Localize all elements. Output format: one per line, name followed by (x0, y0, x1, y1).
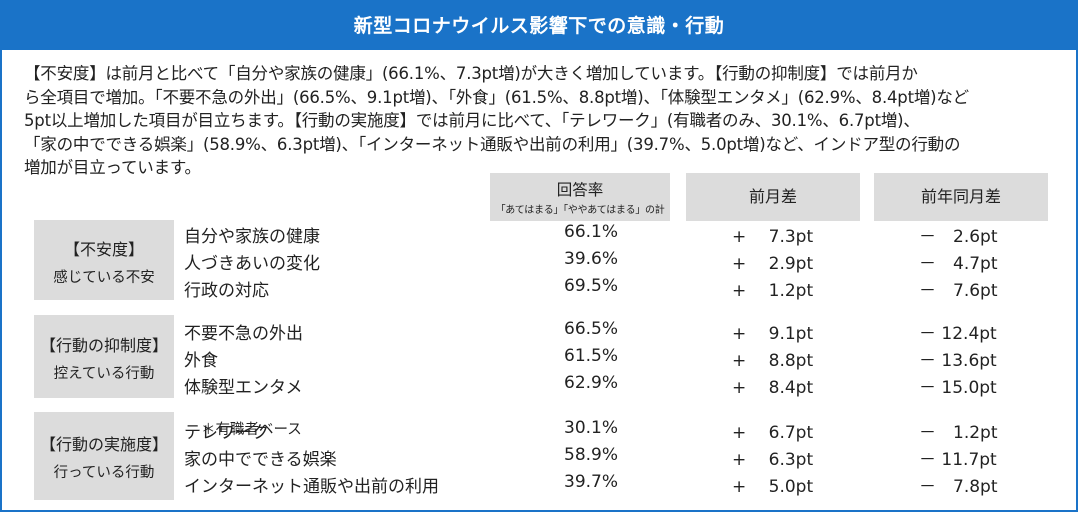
row-item: 体験型エンタメ (184, 378, 303, 398)
row-mom: + 9.1pt (732, 324, 814, 344)
group-title: 【行動の抑制度】 (39, 336, 168, 355)
table-row: 家の中でできる娯楽 58.9% + 6.3pt － 11.7pt (184, 445, 1064, 472)
table-row: 外食 61.5% + 8.8pt － 13.6pt (184, 346, 1064, 373)
row-yoy: － 1.2pt (919, 423, 998, 443)
row-mom: + 1.2pt (732, 281, 814, 301)
summary-line: 【不安度】は前月と比べて「自分や家族の健康」(66.1%、7.3pt増)が大きく… (24, 64, 918, 83)
summary-line: 増加が目立っています。 (24, 158, 201, 177)
row-rate: 39.7% (564, 472, 619, 492)
summary-text: 【不安度】は前月と比べて「自分や家族の健康」(66.1%、7.3pt増)が大きく… (24, 62, 1064, 180)
row-rate: 58.9% (564, 445, 619, 465)
row-item: 家の中でできる娯楽 (184, 450, 337, 470)
table-row: 不要不急の外出 66.5% + 9.1pt － 12.4pt (184, 319, 1064, 346)
column-header-mom: 前月差 (686, 173, 860, 221)
group-subtitle: 感じている不安 (53, 270, 155, 286)
group-subtitle: 行っている行動 (53, 465, 155, 481)
row-item: 自分や家族の健康 (184, 227, 320, 247)
row-mom: + 8.4pt (732, 378, 814, 398)
row-item: インターネット通販や出前の利用 (184, 477, 439, 497)
row-yoy: － 15.0pt (919, 378, 997, 398)
row-mom: + 6.3pt (732, 450, 814, 470)
table-row: 行政の対応 69.5% + 1.2pt － 7.6pt (184, 276, 1064, 303)
table-row: 人づきあいの変化 39.6% + 2.9pt － 4.7pt (184, 249, 1064, 276)
group-label-action: 【行動の実施度】 行っている行動 (34, 412, 174, 500)
row-yoy: － 7.8pt (919, 477, 998, 497)
panel-title: 新型コロナウイルス影響下での意識・行動 (2, 2, 1076, 50)
row-mom: + 5.0pt (732, 477, 814, 497)
row-rate: 62.9% (564, 373, 619, 393)
group-title: 【不安度】 (63, 240, 144, 259)
row-item-label: テレワーク (184, 423, 269, 443)
table-row: テレワーク ＊有職者ベース 30.1% + 6.7pt － 1.2pt (184, 418, 1064, 445)
row-item-note: ＊有職者ベース (201, 422, 302, 438)
row-item: 行政の対応 (184, 281, 269, 301)
summary-line: 5pt以上増加した項目が目立ちます。【行動の実施度】では前月に比べて、「テレワー… (24, 111, 920, 130)
group-label-restraint: 【行動の抑制度】 控えている行動 (34, 315, 174, 398)
row-rate: 30.1% (564, 418, 619, 438)
group-subtitle: 控えている行動 (53, 366, 155, 382)
row-yoy: － 4.7pt (919, 254, 998, 274)
column-header-rate-label: 回答率 (556, 181, 604, 199)
row-yoy: － 2.6pt (919, 227, 998, 247)
row-mom: + 2.9pt (732, 254, 814, 274)
row-rate: 69.5% (564, 276, 619, 296)
summary-line: ら全項目で増加。「不要不急の外出」(66.5%、9.1pt増)、「外食」(61.… (24, 87, 969, 107)
row-item: 不要不急の外出 (184, 324, 303, 344)
summary-line: 「家の中でできる娯楽」(58.9%、6.3pt増)、「インターネット通販や出前の… (24, 134, 961, 154)
row-yoy: － 12.4pt (919, 324, 997, 344)
row-rate: 61.5% (564, 346, 619, 366)
row-mom: + 8.8pt (732, 351, 814, 371)
row-item: 人づきあいの変化 (184, 254, 320, 274)
row-item: テレワーク ＊有職者ベース (184, 418, 302, 443)
table-row: インターネット通販や出前の利用 39.7% + 5.0pt － 7.8pt (184, 472, 1064, 499)
row-rate: 66.1% (564, 222, 619, 242)
row-item: 外食 (184, 351, 218, 371)
group-label-anxiety: 【不安度】 感じている不安 (34, 220, 174, 300)
column-header-yoy: 前年同月差 (874, 173, 1048, 221)
row-rate: 39.6% (564, 249, 619, 269)
table-row: 自分や家族の健康 66.1% + 7.3pt － 2.6pt (184, 222, 1064, 249)
group-title: 【行動の実施度】 (39, 435, 168, 454)
row-yoy: － 11.7pt (919, 450, 997, 470)
row-yoy: － 13.6pt (919, 351, 997, 371)
table-row: 体験型エンタメ 62.9% + 8.4pt － 15.0pt (184, 373, 1064, 400)
row-mom: + 7.3pt (732, 227, 814, 247)
column-header-rate: 回答率 「あてはまる」「ややあてはまる」の計 (490, 173, 670, 221)
row-rate: 66.5% (564, 319, 619, 339)
row-yoy: － 7.6pt (919, 281, 998, 301)
column-header-rate-note: 「あてはまる」「ややあてはまる」の計 (495, 205, 665, 216)
row-mom: + 6.7pt (732, 423, 814, 443)
